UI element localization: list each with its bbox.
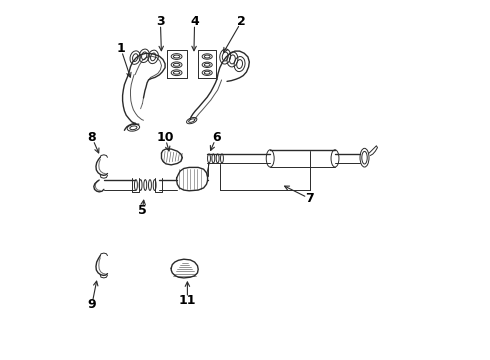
- Text: 1: 1: [117, 42, 125, 55]
- Text: 7: 7: [305, 192, 314, 205]
- Text: 4: 4: [190, 15, 199, 28]
- Text: 9: 9: [88, 298, 97, 311]
- Text: 2: 2: [237, 15, 246, 28]
- Text: 10: 10: [156, 131, 174, 144]
- Text: 5: 5: [138, 204, 147, 217]
- Text: 11: 11: [179, 294, 196, 307]
- Text: 6: 6: [212, 131, 220, 144]
- Text: 8: 8: [88, 131, 97, 144]
- Text: 3: 3: [156, 15, 165, 28]
